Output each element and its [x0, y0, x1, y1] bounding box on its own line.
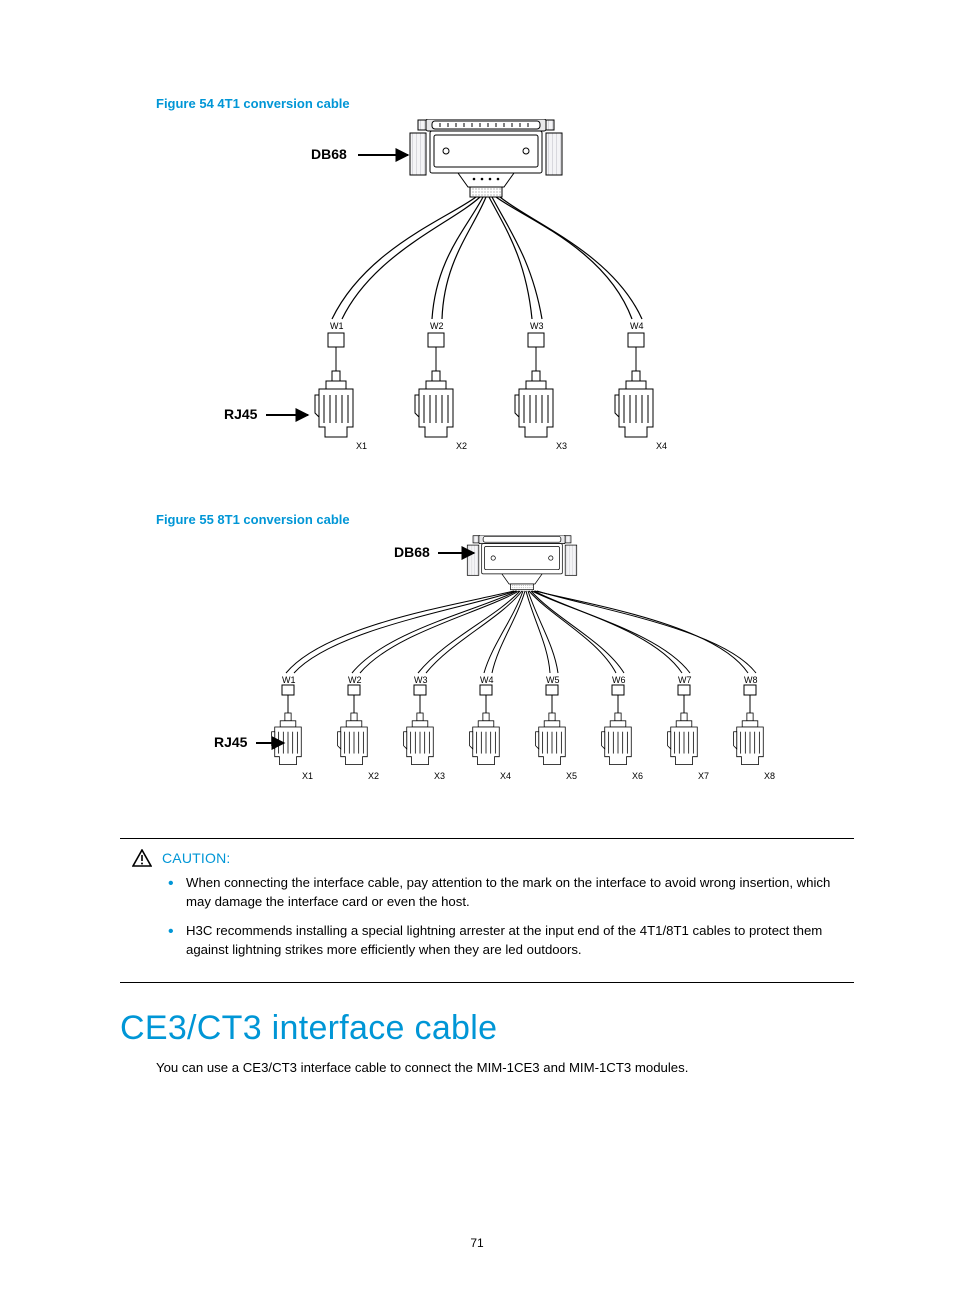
- svg-text:X7: X7: [698, 771, 709, 781]
- svg-text:W3: W3: [414, 675, 428, 685]
- svg-text:W3: W3: [530, 321, 544, 331]
- svg-text:W5: W5: [546, 675, 560, 685]
- figure54-caption: Figure 54 4T1 conversion cable: [156, 96, 854, 111]
- svg-text:W7: W7: [678, 675, 692, 685]
- section-text: You can use a CE3/CT3 interface cable to…: [156, 1058, 854, 1078]
- svg-text:W1: W1: [282, 675, 296, 685]
- svg-text:X5: X5: [566, 771, 577, 781]
- figure54-rj45-label: RJ45: [224, 406, 258, 422]
- svg-text:X3: X3: [434, 771, 445, 781]
- figure55-rj45-label: RJ45: [214, 734, 248, 750]
- figure55-caption: Figure 55 8T1 conversion cable: [156, 512, 854, 527]
- caution-heading: CAUTION:: [162, 850, 231, 866]
- svg-text:X4: X4: [656, 441, 667, 451]
- figure54-db68-label: DB68: [311, 146, 347, 162]
- figure55-diagram: DB68 W1 W2 W3 W4 W5 W6 W7 W8: [156, 535, 854, 820]
- svg-text:W1: W1: [330, 321, 344, 331]
- svg-text:W8: W8: [744, 675, 758, 685]
- figure54-diagram: DB68 W1 W2 W3 W4: [156, 119, 854, 494]
- page-number: 71: [0, 1236, 954, 1250]
- svg-text:X2: X2: [368, 771, 379, 781]
- svg-text:X6: X6: [632, 771, 643, 781]
- svg-text:X8: X8: [764, 771, 775, 781]
- svg-text:W2: W2: [348, 675, 362, 685]
- svg-text:X1: X1: [302, 771, 313, 781]
- svg-text:X4: X4: [500, 771, 511, 781]
- figure55-db68-label: DB68: [394, 544, 430, 560]
- caution-box: CAUTION: When connecting the interface c…: [120, 838, 854, 983]
- svg-text:W4: W4: [630, 321, 644, 331]
- caution-icon: [132, 849, 152, 867]
- section-heading: CE3/CT3 interface cable: [120, 1009, 854, 1048]
- caution-item: When connecting the interface cable, pay…: [186, 873, 854, 911]
- svg-text:W4: W4: [480, 675, 494, 685]
- svg-text:W2: W2: [430, 321, 444, 331]
- caution-item: H3C recommends installing a special ligh…: [186, 921, 854, 959]
- svg-text:X2: X2: [456, 441, 467, 451]
- svg-text:X3: X3: [556, 441, 567, 451]
- svg-text:W6: W6: [612, 675, 626, 685]
- svg-text:X1: X1: [356, 441, 367, 451]
